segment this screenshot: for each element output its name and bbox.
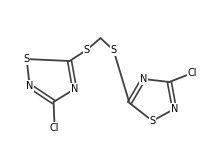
Text: N: N [26, 81, 33, 91]
Text: S: S [23, 54, 30, 64]
Text: Cl: Cl [50, 123, 59, 133]
Text: S: S [149, 116, 155, 126]
Text: Cl: Cl [187, 68, 196, 78]
Text: N: N [71, 84, 78, 94]
Text: N: N [139, 74, 146, 84]
Text: S: S [83, 45, 89, 55]
Text: S: S [110, 45, 116, 55]
Text: N: N [170, 104, 177, 114]
